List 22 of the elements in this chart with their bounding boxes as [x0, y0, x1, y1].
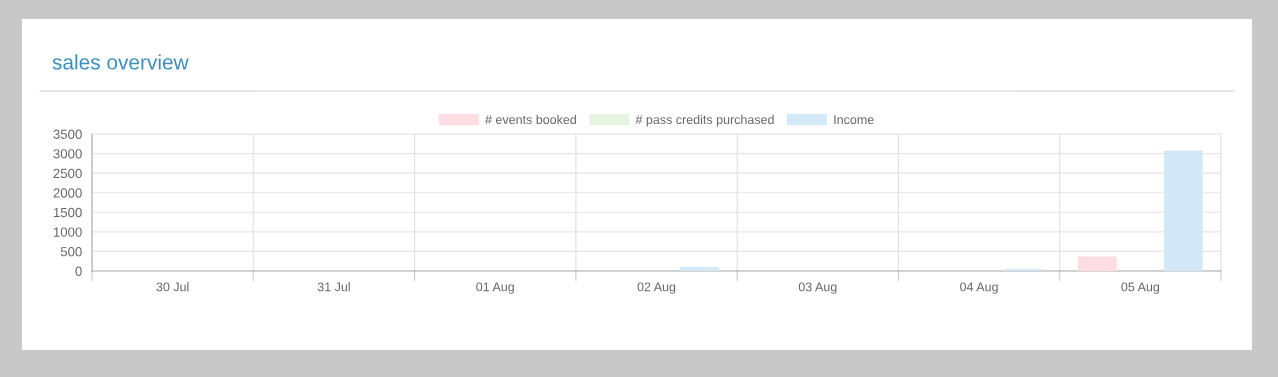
x-tick-label: 04 Aug [960, 282, 998, 294]
y-tick-label: 1500 [53, 207, 82, 218]
y-tick-label: 2000 [53, 188, 82, 198]
x-tick-label: 01 Aug [476, 282, 514, 294]
y-tick-label: 3500 [53, 129, 82, 139]
y-tick-label: 0 [75, 266, 82, 276]
legend-label: # events booked [485, 114, 576, 125]
legend-label: Income [834, 115, 874, 125]
x-tick-label: 05 Aug [1121, 282, 1160, 294]
bar [1077, 256, 1117, 271]
x-tick-label: 31 Jul [317, 282, 350, 292]
y-tick-label: 3000 [53, 149, 82, 159]
legend-label: # pass credits purchased [635, 114, 774, 127]
y-tick-label: 500 [60, 247, 82, 257]
chart-title: sales overview [52, 54, 189, 70]
x-tick-label: 03 Aug [798, 282, 837, 294]
y-tick-label: 2500 [53, 168, 82, 179]
y-tick-label: 1000 [53, 227, 82, 237]
x-tick-label: 02 Aug [637, 282, 676, 294]
bar [680, 267, 719, 271]
x-tick-label: 30 Jul [156, 282, 189, 292]
bar [1164, 150, 1203, 271]
